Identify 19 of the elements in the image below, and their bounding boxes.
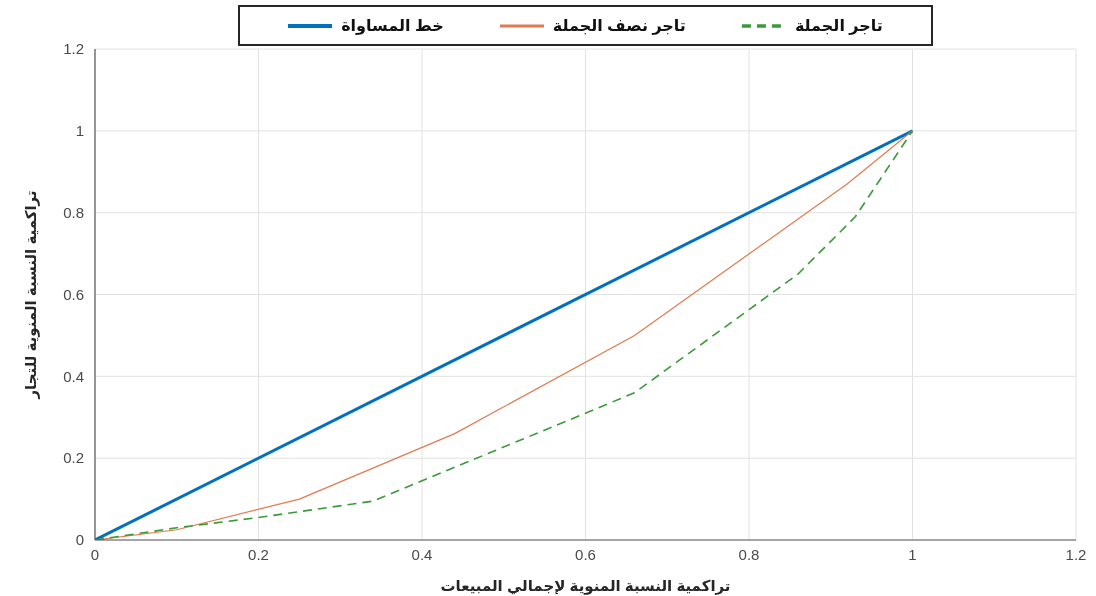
y-tick-label: 0.8 [63, 203, 84, 221]
y-tick-label: 1 [75, 122, 84, 140]
x-tick-label: 0.6 [575, 545, 596, 563]
y-tick-label: 1.2 [63, 40, 84, 58]
y-tick-label: 0.2 [63, 449, 84, 467]
legend-label: تاجر نصف الجملة [552, 16, 686, 35]
x-tick-label: 0.8 [738, 545, 760, 563]
y-tick-label: 0.4 [63, 367, 84, 385]
legend-label: تاجر الجملة [794, 16, 883, 35]
y-tick-label: 0.6 [63, 285, 84, 303]
x-tick-label: 0 [90, 545, 100, 563]
x-axis-title: تراكمية النسبة المنوية لإجمالي المبيعات [440, 577, 731, 595]
y-tick-label: 0 [75, 531, 84, 549]
legend-label: خط المساواة [341, 16, 444, 35]
y-axis-title: تراكمية النسبة المنوية للتجار [21, 190, 40, 400]
x-tick-label: 1.2 [1065, 545, 1087, 563]
x-tick-label: 1 [908, 545, 917, 563]
x-tick-label: 0.4 [411, 545, 433, 563]
x-tick-label: 0.2 [248, 545, 269, 563]
